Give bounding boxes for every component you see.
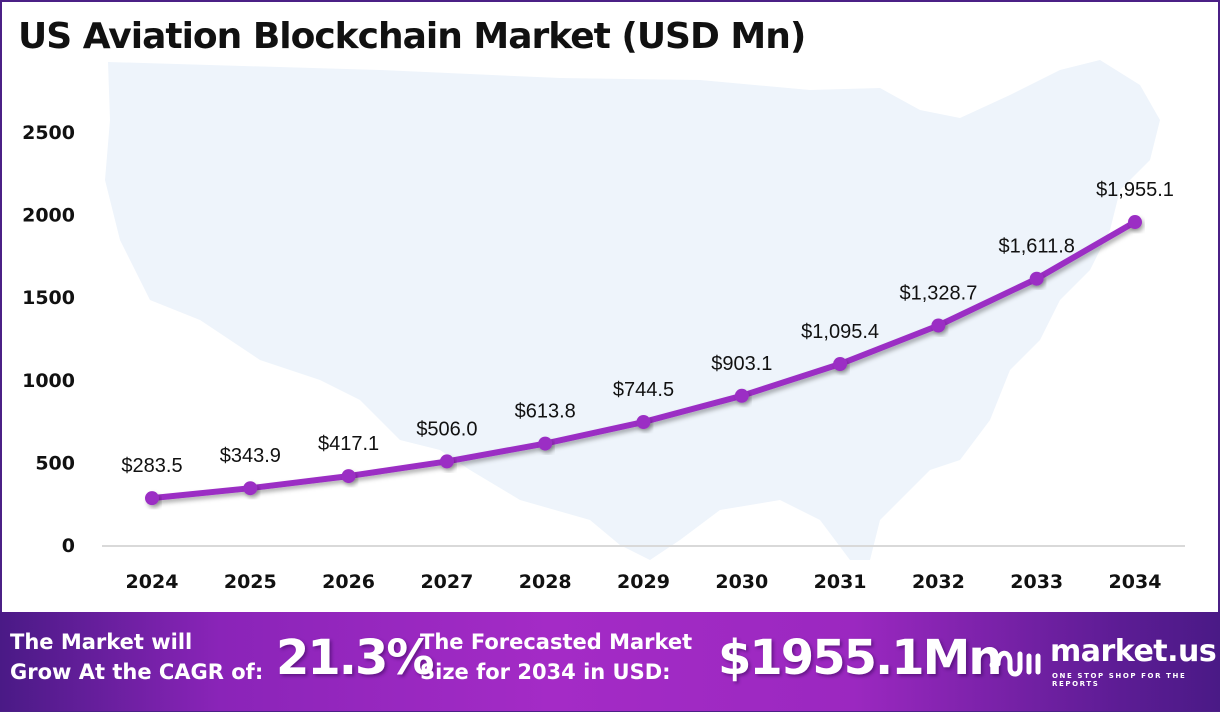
forecast-caption-line1: The Forecasted Market <box>420 630 693 654</box>
y-tick-label: 1500 <box>22 287 75 309</box>
x-tick-label: 2034 <box>1109 571 1162 593</box>
data-point <box>734 388 749 403</box>
x-tick-label: 2033 <box>1010 571 1063 593</box>
y-axis: 0 500 1000 1500 2000 2500 <box>22 122 75 557</box>
data-point <box>833 357 848 372</box>
chart-title: US Aviation Blockchain Market (USD Mn) <box>18 16 806 57</box>
data-labels: $283.5 $343.9 $417.1 $506.0 $613.8 $744.5 $903… <box>121 179 1174 477</box>
data-point <box>145 491 159 506</box>
forecast-caption-line2: Size for 2034 in USD: <box>420 660 671 684</box>
data-label: $1,328.7 <box>899 282 977 304</box>
data-point <box>636 415 651 430</box>
x-tick-label: 2030 <box>715 571 768 593</box>
cagr-value: 21.3% <box>276 630 435 686</box>
data-label: $1,955.1 <box>1096 179 1174 201</box>
data-label: $903.1 <box>711 353 772 375</box>
data-point <box>931 318 946 333</box>
data-point <box>1029 271 1044 286</box>
x-tick-label: 2032 <box>912 571 965 593</box>
x-tick-label: 2029 <box>617 571 670 593</box>
brand-tagline: ONE STOP SHOP FOR THE REPORTS <box>1052 672 1187 688</box>
data-label: $506.0 <box>416 418 477 440</box>
x-tick-label: 2026 <box>322 571 375 593</box>
y-tick-label: 500 <box>35 452 75 474</box>
cagr-caption-line1: The Market will <box>10 630 193 654</box>
data-label: $1,095.4 <box>801 321 879 343</box>
data-point <box>538 436 553 451</box>
data-label: $283.5 <box>121 455 182 477</box>
x-tick-label: 2027 <box>420 571 473 593</box>
x-tick-label: 2028 <box>519 571 572 593</box>
data-label: $417.1 <box>318 433 379 455</box>
forecast-value: $1955.1Mn <box>718 630 1003 686</box>
data-label: $744.5 <box>613 379 674 401</box>
data-label: $1,611.8 <box>999 236 1075 258</box>
data-point <box>243 481 258 496</box>
data-point <box>341 469 356 484</box>
y-tick-label: 1000 <box>22 370 75 392</box>
series-line-group <box>145 215 1142 506</box>
brand-name: market.us <box>1050 634 1217 669</box>
market-us-logo-icon <box>989 650 1041 677</box>
x-tick-label: 2025 <box>224 571 277 593</box>
y-tick-label: 2000 <box>22 205 75 227</box>
cagr-caption-line2: Grow At the CAGR of: <box>10 660 264 684</box>
y-tick-label: 2500 <box>22 122 75 144</box>
y-tick-label: 0 <box>62 535 75 557</box>
x-tick-label: 2031 <box>814 571 867 593</box>
x-tick-label: 2024 <box>126 571 179 593</box>
summary-banner: The Market will Grow At the CAGR of: 21.… <box>0 612 1220 711</box>
data-point <box>439 454 454 469</box>
data-point <box>1128 215 1142 230</box>
data-label: $343.9 <box>220 445 281 467</box>
us-map-background <box>105 60 1160 560</box>
data-label: $613.8 <box>515 401 576 423</box>
x-axis: 2024 2025 2026 2027 2028 2029 2030 2031 2032 2033… <box>126 571 1162 593</box>
